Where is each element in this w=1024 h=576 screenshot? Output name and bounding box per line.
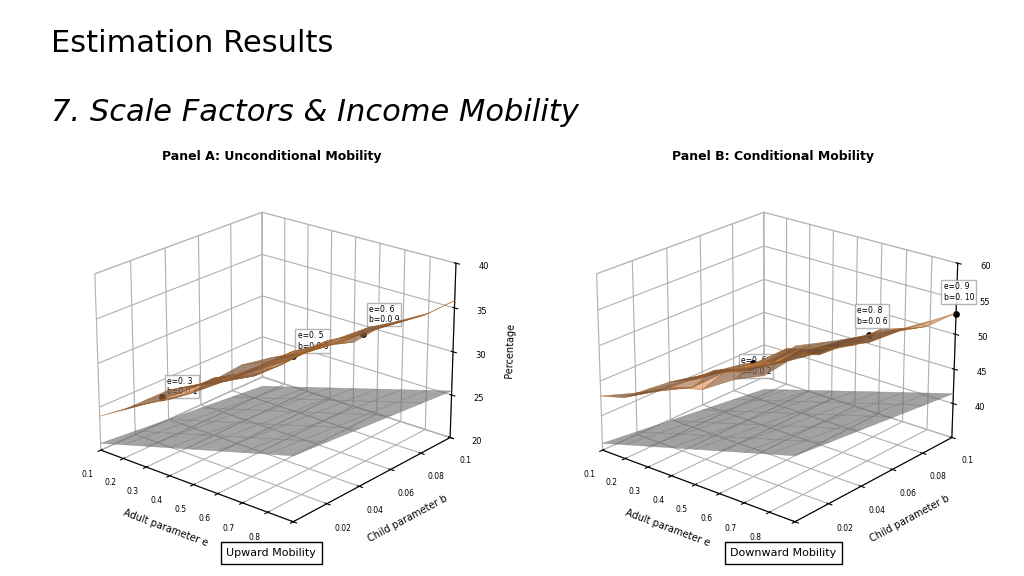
Text: 7. Scale Factors & Income Mobility: 7. Scale Factors & Income Mobility bbox=[51, 98, 580, 127]
X-axis label: Adult parameter e: Adult parameter e bbox=[624, 507, 711, 548]
Y-axis label: Child parameter b: Child parameter b bbox=[367, 492, 450, 544]
Text: Estimation Results: Estimation Results bbox=[51, 29, 334, 58]
X-axis label: Adult parameter e: Adult parameter e bbox=[122, 507, 209, 548]
Y-axis label: Child parameter b: Child parameter b bbox=[868, 492, 951, 544]
Title: Panel A: Unconditional Mobility: Panel A: Unconditional Mobility bbox=[162, 150, 381, 163]
Title: Panel B: Conditional Mobility: Panel B: Conditional Mobility bbox=[672, 150, 874, 163]
Text: Upward Mobility: Upward Mobility bbox=[226, 548, 316, 558]
Text: Downward Mobility: Downward Mobility bbox=[730, 548, 837, 558]
